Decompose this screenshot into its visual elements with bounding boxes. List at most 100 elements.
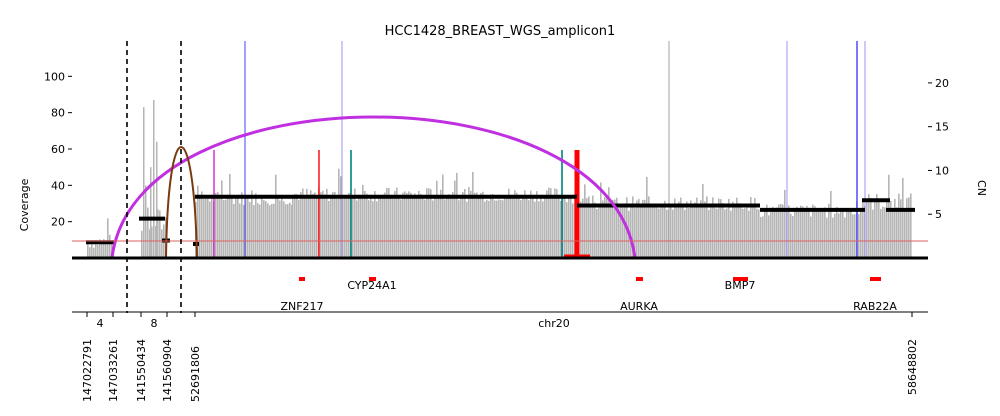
coverage-bar	[328, 200, 330, 258]
coverage-bar	[157, 209, 159, 258]
coverage-bar	[670, 206, 672, 258]
coverage-bar	[316, 195, 318, 258]
coverage-bar	[618, 208, 620, 258]
coverage-bar	[808, 207, 810, 258]
coverage-bar	[802, 206, 804, 258]
coverage-bar	[225, 199, 227, 258]
left-tick-label-60: 60	[51, 143, 65, 156]
coverage-bar	[682, 207, 684, 258]
coverage-bar	[778, 204, 780, 258]
coverage-bar	[620, 206, 622, 258]
coverage-bar	[326, 188, 328, 258]
coverage-bar	[876, 194, 878, 258]
coverage-bar	[586, 198, 588, 258]
coverage-bar	[542, 201, 544, 258]
coverage-bar	[438, 196, 440, 258]
coverage-bar	[510, 196, 512, 258]
coverage-bar	[560, 201, 562, 258]
coverage-bar	[446, 197, 448, 258]
gene-label-znf217: ZNF217	[280, 300, 323, 313]
coverage-bar	[640, 206, 642, 258]
coverage-bar	[612, 199, 614, 258]
coverage-bar	[342, 199, 344, 258]
coverage-bar	[580, 201, 582, 258]
pos-label-chr8-start: 141550434	[135, 339, 148, 402]
coverage-bar	[356, 200, 358, 258]
coverage-bar	[676, 204, 678, 258]
coverage-bar	[652, 205, 654, 258]
coverage-bar	[197, 185, 199, 258]
coverage-bar	[207, 198, 209, 258]
coverage-bar	[422, 196, 424, 258]
coverage-bar	[468, 187, 470, 258]
coverage-bar	[450, 198, 452, 258]
coverage-bar	[512, 194, 514, 258]
coverage-bar	[370, 198, 372, 258]
coverage-bar	[810, 216, 812, 258]
pos-label-chr20-start: 52691806	[189, 346, 202, 402]
coverage-bar	[764, 208, 766, 258]
coverage-bar	[334, 191, 336, 258]
coverage-bar	[392, 198, 394, 258]
coverage-bar	[700, 200, 702, 258]
discordant-lines	[213, 41, 866, 258]
coverage-bar	[235, 198, 237, 258]
coverage-bar	[466, 201, 468, 258]
coverage-bar	[322, 190, 324, 258]
coverage-bar	[654, 205, 656, 258]
coverage-spike	[150, 167, 152, 258]
coverage-bar	[257, 203, 259, 258]
coverage-bar	[488, 200, 490, 258]
coverage-bar	[770, 212, 772, 258]
coverage-bar	[494, 200, 496, 258]
coverage-bar	[308, 194, 310, 258]
coverage-bar	[229, 173, 231, 258]
coverage-bar	[281, 194, 283, 258]
coverage-bar	[724, 209, 726, 258]
coverage-bar	[400, 199, 402, 258]
coverage-bar	[432, 200, 434, 258]
coverage-bar	[800, 205, 802, 258]
coverage-bar	[498, 199, 500, 258]
coverage-bar	[740, 205, 742, 258]
coverage-bar	[406, 193, 408, 258]
segment-axis: 4 8 chr20 147022791 147033261 141550434 …	[72, 311, 928, 402]
coverage-spike	[156, 141, 158, 258]
coverage-bar	[362, 184, 364, 258]
coverage-bar	[852, 214, 854, 258]
coverage-bar	[277, 198, 279, 258]
arc-purple	[110, 115, 637, 259]
coverage-bar	[253, 205, 255, 258]
coverage-bar	[502, 200, 504, 258]
coverage-bar	[430, 189, 432, 258]
gene-label-bmp7: BMP7	[725, 279, 756, 292]
coverage-bar	[251, 190, 253, 258]
coverage-bar	[598, 203, 600, 258]
coverage-bar	[554, 188, 556, 258]
coverage-bar	[664, 200, 666, 258]
coverage-bar	[570, 195, 572, 258]
coverage-bar	[754, 198, 756, 258]
coverage-bar	[199, 195, 201, 258]
coverage-bar	[772, 206, 774, 258]
coverage-bar	[271, 204, 273, 258]
coverage-bar	[812, 204, 814, 258]
coverage-bar	[900, 199, 902, 258]
coverage-bar	[267, 203, 269, 258]
coverage-bar	[888, 174, 890, 258]
coverage-bar	[884, 207, 886, 258]
coverage-bar	[504, 197, 506, 258]
coverage-bar	[159, 210, 161, 258]
coverage-bar	[291, 204, 293, 258]
coverage-bar	[522, 195, 524, 258]
gene-label-rab22a: RAB22A	[853, 300, 897, 313]
coverage-bar	[382, 194, 384, 258]
coverage-bar	[732, 201, 734, 258]
coverage-bar	[155, 226, 157, 258]
coverage-bar	[292, 195, 294, 258]
coverage-bar	[728, 198, 730, 258]
coverage-bar	[558, 196, 560, 258]
coverage-bar	[476, 192, 478, 258]
coverage-bar	[436, 180, 438, 258]
coverage-bar	[738, 203, 740, 258]
